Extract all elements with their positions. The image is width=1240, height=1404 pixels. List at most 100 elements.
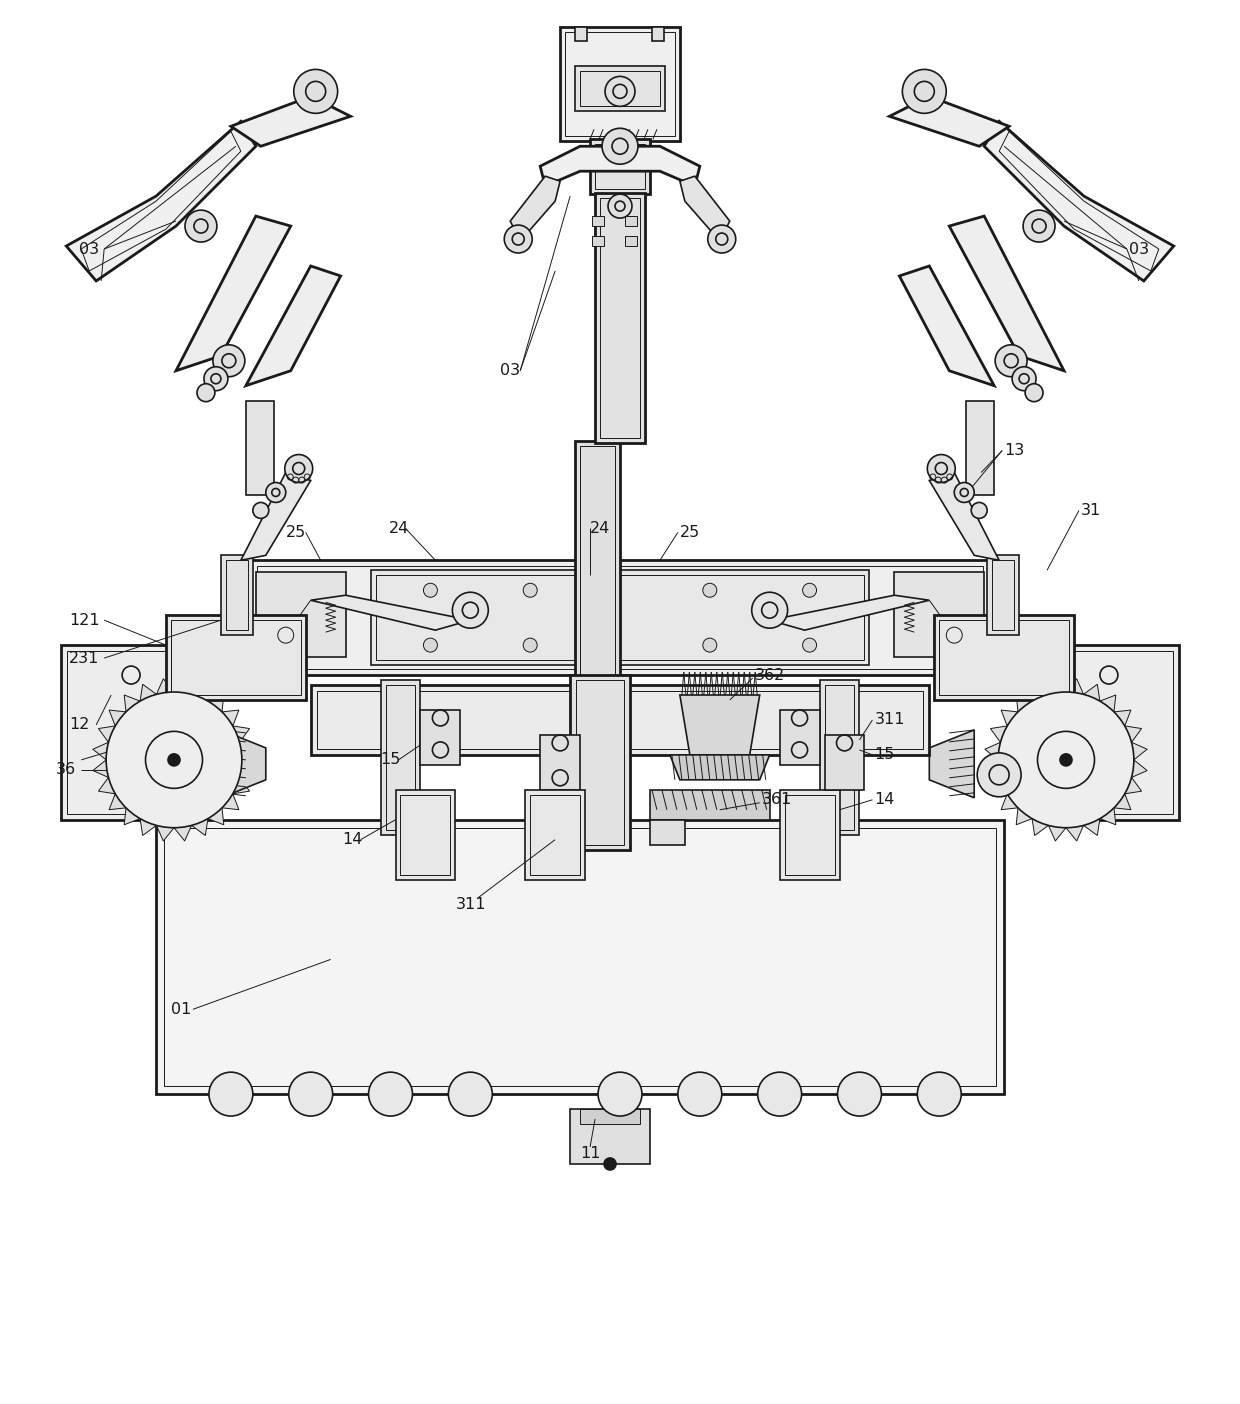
Circle shape <box>203 366 228 390</box>
Bar <box>820 680 859 835</box>
Circle shape <box>903 69 946 114</box>
Bar <box>580 72 660 107</box>
Circle shape <box>996 345 1027 376</box>
Bar <box>67 651 195 814</box>
Polygon shape <box>156 678 174 695</box>
Polygon shape <box>991 778 1007 793</box>
Polygon shape <box>680 695 760 755</box>
Bar <box>257 566 983 670</box>
Bar <box>625 236 637 246</box>
Bar <box>526 790 585 879</box>
Circle shape <box>265 483 285 503</box>
Polygon shape <box>109 710 126 726</box>
Circle shape <box>1012 366 1037 390</box>
Bar <box>780 790 839 879</box>
Polygon shape <box>1125 726 1142 743</box>
Polygon shape <box>1017 695 1032 712</box>
Circle shape <box>703 583 717 597</box>
Bar <box>966 400 994 496</box>
Polygon shape <box>991 726 1007 743</box>
Polygon shape <box>98 778 115 793</box>
Circle shape <box>505 225 532 253</box>
Circle shape <box>423 639 438 651</box>
Polygon shape <box>985 121 1174 281</box>
Text: 311: 311 <box>874 712 905 727</box>
Bar <box>381 680 420 835</box>
Circle shape <box>423 583 438 597</box>
Bar <box>987 556 1019 635</box>
Text: 14: 14 <box>342 833 363 847</box>
Bar <box>992 560 1014 630</box>
Polygon shape <box>929 473 999 560</box>
Polygon shape <box>124 807 140 824</box>
Polygon shape <box>311 595 470 630</box>
Polygon shape <box>1100 807 1116 824</box>
Text: 24: 24 <box>388 521 409 536</box>
Bar <box>652 27 663 42</box>
Polygon shape <box>93 760 108 778</box>
Bar <box>785 795 835 875</box>
Circle shape <box>751 592 787 628</box>
Circle shape <box>678 1073 722 1116</box>
Polygon shape <box>231 97 351 146</box>
Bar <box>934 615 1074 701</box>
Polygon shape <box>1001 710 1018 726</box>
Bar <box>580 1109 640 1125</box>
Polygon shape <box>239 743 255 760</box>
Polygon shape <box>770 595 929 630</box>
Bar <box>1039 644 1179 820</box>
Polygon shape <box>156 826 174 841</box>
Polygon shape <box>1132 743 1147 760</box>
Circle shape <box>971 503 987 518</box>
Bar <box>894 573 985 657</box>
Bar <box>825 685 854 830</box>
Circle shape <box>837 1073 882 1116</box>
Bar <box>396 790 455 879</box>
Text: 15: 15 <box>381 753 401 768</box>
Bar <box>570 1109 650 1164</box>
Bar <box>164 828 996 1087</box>
Polygon shape <box>1032 819 1049 835</box>
Bar <box>156 820 1004 1094</box>
Text: 25: 25 <box>285 525 306 541</box>
Circle shape <box>802 583 817 597</box>
Text: 12: 12 <box>69 717 89 733</box>
Text: 25: 25 <box>680 525 701 541</box>
Polygon shape <box>222 793 239 810</box>
Polygon shape <box>222 710 239 726</box>
Circle shape <box>998 692 1133 828</box>
Text: 14: 14 <box>874 792 895 807</box>
Circle shape <box>603 128 637 164</box>
Polygon shape <box>174 826 191 841</box>
Circle shape <box>167 754 180 765</box>
Bar <box>1045 651 1173 814</box>
Bar <box>590 139 650 194</box>
Bar <box>625 216 637 226</box>
Text: 03: 03 <box>79 241 99 257</box>
Polygon shape <box>233 726 249 743</box>
Polygon shape <box>510 176 560 241</box>
Polygon shape <box>1084 819 1100 835</box>
Polygon shape <box>1032 684 1049 701</box>
Circle shape <box>708 225 735 253</box>
Polygon shape <box>1066 678 1084 695</box>
Polygon shape <box>246 265 341 386</box>
Polygon shape <box>985 743 1001 760</box>
Text: 13: 13 <box>1004 444 1024 458</box>
Polygon shape <box>929 730 975 797</box>
Bar <box>577 680 624 845</box>
Bar <box>565 31 675 136</box>
Text: 31: 31 <box>1081 503 1101 518</box>
Bar <box>171 621 301 695</box>
Circle shape <box>604 1158 616 1170</box>
Bar <box>221 556 253 635</box>
Polygon shape <box>1084 684 1100 701</box>
Polygon shape <box>670 755 770 779</box>
Bar <box>420 710 460 765</box>
Polygon shape <box>1066 826 1084 841</box>
Bar <box>575 66 665 111</box>
Text: 36: 36 <box>56 762 77 778</box>
Circle shape <box>368 1073 413 1116</box>
Polygon shape <box>541 146 699 187</box>
Circle shape <box>977 753 1021 797</box>
